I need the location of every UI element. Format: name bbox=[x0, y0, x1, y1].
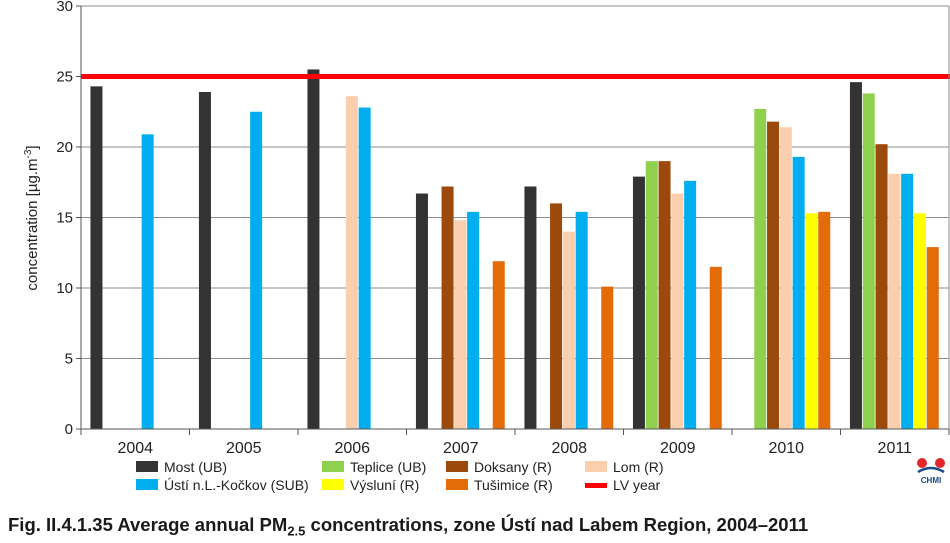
bar-most-ub--2008 bbox=[524, 186, 537, 429]
bar-tu-imice-r--2010 bbox=[818, 211, 831, 429]
caption-sub: 2.5 bbox=[287, 523, 306, 539]
chmi-logo: CHMI bbox=[914, 456, 948, 492]
legend-label: LV year bbox=[613, 477, 661, 493]
y-axis-label-sup: -3 bbox=[23, 149, 34, 158]
bar--st-n-l-ko-kov-sub--2007 bbox=[467, 211, 480, 429]
y-tick-label: 15 bbox=[56, 210, 73, 227]
x-tick-labels: 2004 2005 2006 2007 2008 2009 2010 2011 bbox=[80, 429, 950, 457]
caption-suffix: concentrations, zone Ústí nad Labem Regi… bbox=[305, 514, 809, 535]
caption-prefix: Fig. II.4.1.35 Average annual PM bbox=[8, 514, 288, 535]
bar-most-ub--2009 bbox=[632, 176, 645, 429]
bar-doksany-r--2007 bbox=[441, 186, 454, 429]
bar-doksany-r--2009 bbox=[658, 161, 671, 429]
y-tick-label: 0 bbox=[65, 421, 73, 438]
bar-v-slun-r--2011 bbox=[913, 213, 926, 429]
x-tick-label: 2004 bbox=[117, 440, 153, 457]
figure-caption: Fig. II.4.1.35 Average annual PM2.5 conc… bbox=[8, 514, 808, 539]
bar-tu-imice-r--2009 bbox=[709, 266, 722, 429]
legend-label: Ústí n.L.-Kočkov (SUB) bbox=[164, 477, 309, 493]
y-axis-label-end: ] bbox=[24, 145, 41, 149]
y-axis-label: concentration [µg.m-3] bbox=[23, 145, 41, 290]
x-tick-label: 2008 bbox=[551, 440, 587, 457]
legend-label: Tušimice (R) bbox=[474, 477, 553, 493]
bar-lom-r--2011 bbox=[888, 173, 901, 429]
bar-teplice-ub--2009 bbox=[645, 161, 658, 429]
bar-teplice-ub--2011 bbox=[862, 93, 875, 430]
chart: 0 5 10 15 20 25 30 2004 2005 2006 2007 2008 2009 201… bbox=[23, 0, 950, 493]
x-tick-label: 2010 bbox=[768, 440, 804, 457]
bar-most-ub--2006 bbox=[307, 69, 320, 429]
x-tick-label: 2009 bbox=[660, 440, 696, 457]
legend-label: Teplice (UB) bbox=[350, 459, 426, 475]
x-tick-label: 2005 bbox=[226, 440, 262, 457]
bars bbox=[90, 69, 939, 430]
bar-most-ub--2005 bbox=[198, 92, 211, 429]
bar--st-n-l-ko-kov-sub--2006 bbox=[358, 107, 371, 430]
y-tick-label: 30 bbox=[56, 0, 73, 15]
y-tick-label: 25 bbox=[56, 69, 73, 86]
legend-label: Doksany (R) bbox=[474, 459, 552, 475]
legend-swatch bbox=[322, 461, 344, 472]
bar-lom-r--2006 bbox=[345, 96, 358, 430]
x-tick-label: 2007 bbox=[443, 440, 479, 457]
x-tick-label: 2006 bbox=[334, 440, 370, 457]
bar--st-n-l-ko-kov-sub--2011 bbox=[901, 173, 914, 429]
bar-most-ub--2007 bbox=[415, 193, 428, 429]
logo-text: CHMI bbox=[920, 476, 942, 485]
bar-tu-imice-r--2008 bbox=[601, 286, 614, 429]
bar--st-n-l-ko-kov-sub--2010 bbox=[792, 156, 805, 429]
bar-doksany-r--2010 bbox=[767, 121, 780, 430]
legend-swatch bbox=[136, 479, 158, 490]
legend-swatch bbox=[136, 461, 158, 472]
bar--st-n-l-ko-kov-sub--2009 bbox=[684, 180, 697, 429]
bar-doksany-r--2008 bbox=[550, 203, 563, 429]
bar-doksany-r--2011 bbox=[875, 144, 888, 429]
legend-label: Lom (R) bbox=[613, 459, 664, 475]
legend-label: Most (UB) bbox=[164, 459, 227, 475]
bar-v-slun-r--2010 bbox=[805, 213, 818, 429]
legend-swatch bbox=[322, 479, 344, 490]
y-tick-labels: 0 5 10 15 20 25 30 bbox=[56, 0, 81, 438]
y-axis-label-main: concentration [µg.m bbox=[24, 159, 41, 291]
bar-teplice-ub--2010 bbox=[754, 108, 767, 430]
bar-lom-r--2010 bbox=[779, 127, 792, 429]
y-tick-label: 20 bbox=[56, 139, 73, 156]
legend-swatch bbox=[446, 479, 468, 490]
bar-lom-r--2007 bbox=[454, 220, 467, 429]
bar-tu-imice-r--2007 bbox=[492, 261, 505, 429]
bar-most-ub--2004 bbox=[90, 86, 103, 430]
y-tick-label: 10 bbox=[56, 280, 73, 297]
legend: Most (UB) Ústí n.L.-Kočkov (SUB) Teplice (… bbox=[136, 459, 664, 493]
bar-tu-imice-r--2011 bbox=[926, 247, 939, 429]
bar--st-n-l-ko-kov-sub--2008 bbox=[575, 211, 588, 429]
bar-most-ub--2011 bbox=[849, 82, 862, 429]
bar--st-n-l-ko-kov-sub--2005 bbox=[250, 111, 263, 429]
y-tick-label: 5 bbox=[65, 351, 73, 368]
legend-swatch-limit bbox=[585, 483, 607, 488]
bar-lom-r--2008 bbox=[562, 231, 575, 429]
legend-label: Výsluní (R) bbox=[350, 477, 419, 493]
x-tick-label: 2011 bbox=[878, 440, 913, 457]
bar-lom-r--2009 bbox=[671, 193, 684, 429]
legend-swatch bbox=[585, 461, 607, 472]
legend-swatch bbox=[446, 461, 468, 472]
bar--st-n-l-ko-kov-sub--2004 bbox=[141, 134, 154, 429]
chmi-logo-icon bbox=[917, 458, 945, 474]
